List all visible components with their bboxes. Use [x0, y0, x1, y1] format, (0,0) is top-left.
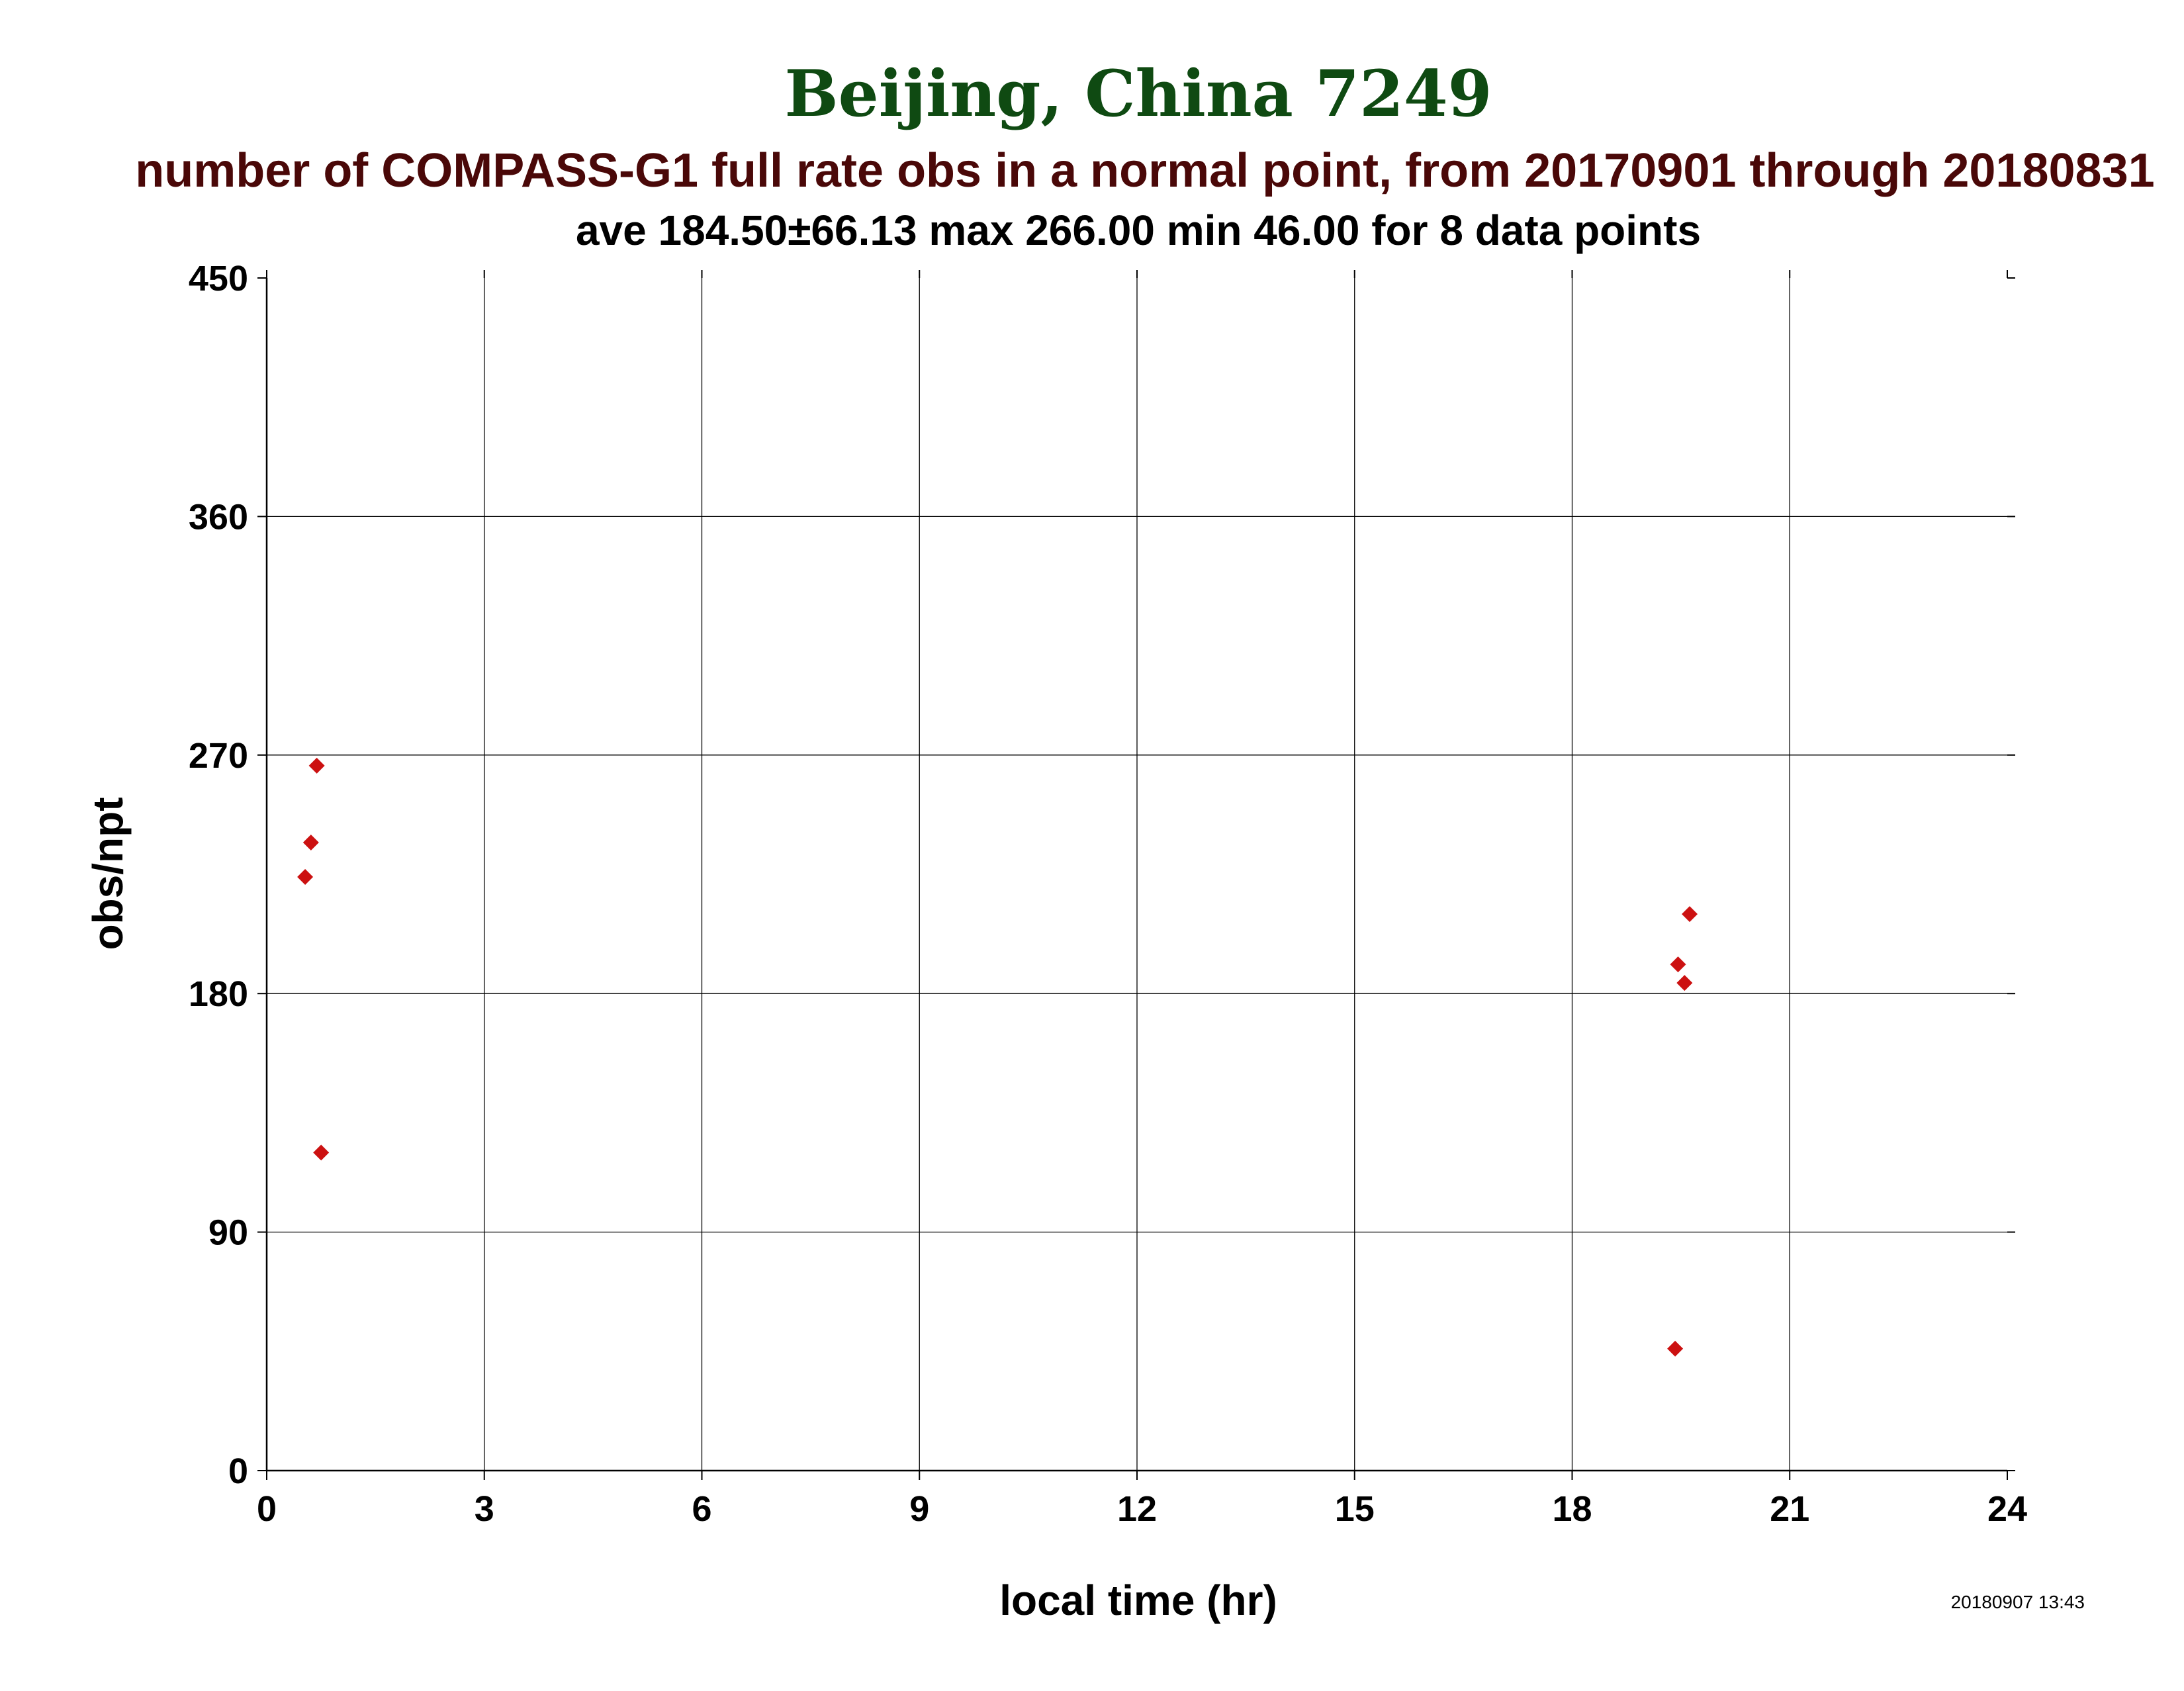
x-tick-label: 0: [257, 1489, 277, 1529]
x-tick-label: 12: [1117, 1489, 1157, 1529]
data-point: [302, 834, 319, 850]
y-axis-label: obs/npt: [84, 797, 132, 950]
x-tick-label: 21: [1770, 1489, 1809, 1529]
data-point: [1682, 906, 1698, 923]
chart-title: Beijing, China 7249: [785, 56, 1492, 131]
y-tick-label: 360: [189, 497, 248, 537]
y-tick-label: 270: [189, 736, 248, 776]
y-tick-label: 450: [189, 259, 248, 298]
timestamp: 20180907 13:43: [1951, 1592, 2085, 1612]
x-tick-label: 9: [909, 1489, 929, 1529]
x-tick-label: 24: [1987, 1489, 2027, 1529]
x-tick-label: 3: [475, 1489, 494, 1529]
data-point: [313, 1144, 330, 1161]
data-points: [297, 757, 1698, 1357]
data-point: [308, 757, 325, 774]
x-axis-ticks: 0 3 6 9 12 15 18 21 24: [257, 270, 2027, 1529]
x-tick-label: 6: [692, 1489, 711, 1529]
x-tick-label: 15: [1335, 1489, 1375, 1529]
y-axis-ticks: 0 90 180 270 360 450: [189, 259, 2015, 1491]
chart-subtitle: number of COMPASS-G1 full rate obs in a …: [135, 144, 2154, 197]
data-point: [1670, 956, 1686, 973]
y-tick-label: 90: [208, 1213, 248, 1253]
y-tick-label: 180: [189, 974, 248, 1014]
y-tick-label: 0: [228, 1451, 248, 1491]
data-point: [1667, 1340, 1684, 1357]
x-tick-label: 18: [1552, 1489, 1592, 1529]
chart-stats-line: ave 184.50±66.13 max 266.00 min 46.00 fo…: [576, 206, 1701, 254]
data-point: [1676, 975, 1693, 991]
data-point: [297, 869, 314, 886]
plot-grid: [267, 278, 2007, 1471]
x-axis-label: local time (hr): [999, 1577, 1277, 1624]
